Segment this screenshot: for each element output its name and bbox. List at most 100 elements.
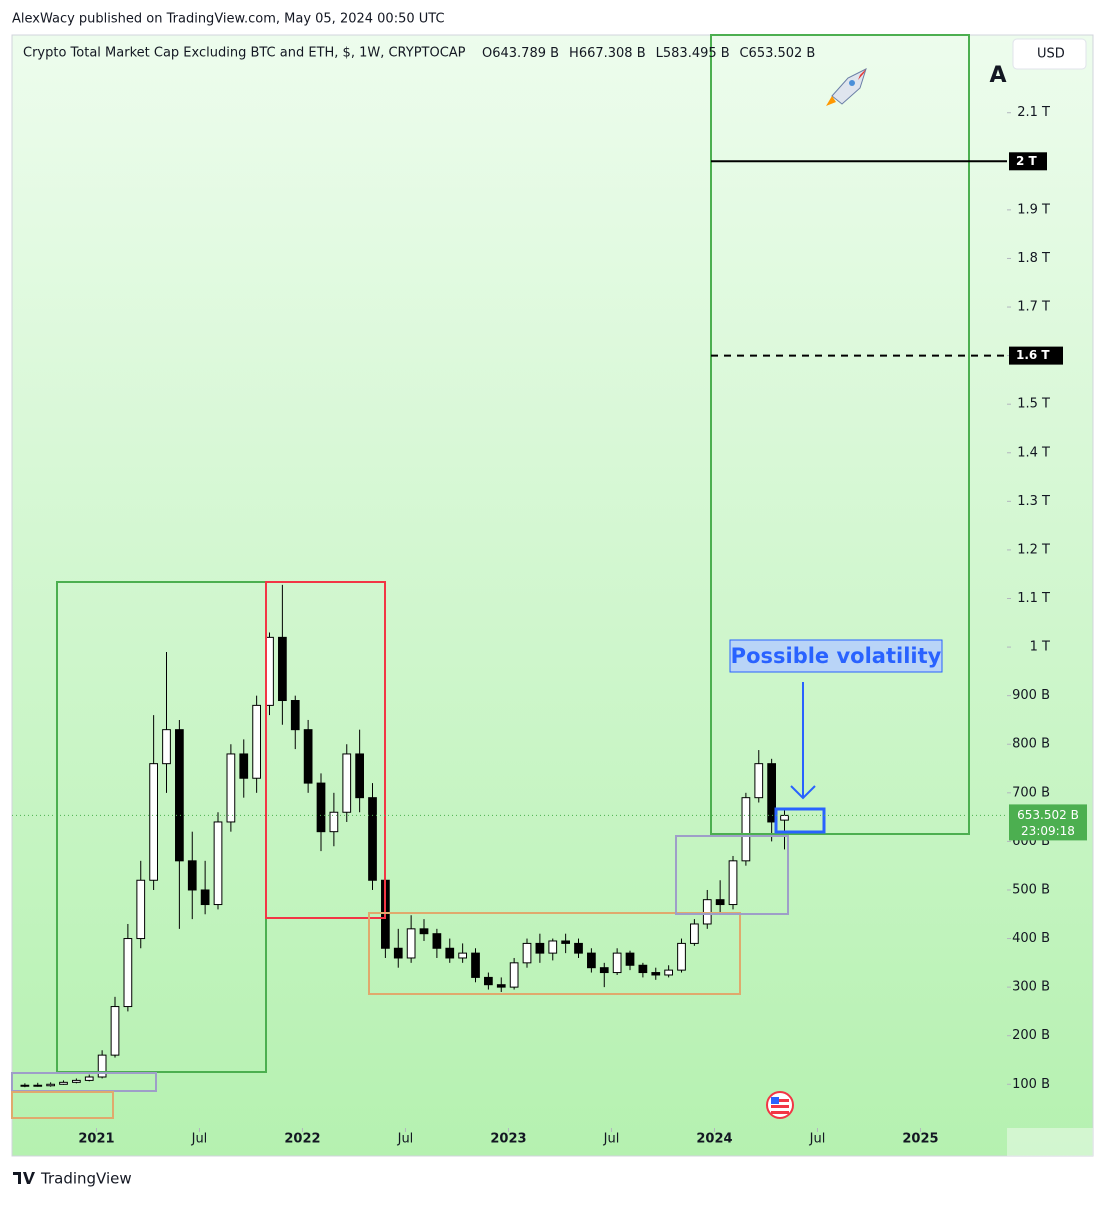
drawings <box>11 34 970 1119</box>
annotation: Possible volatility <box>731 644 942 668</box>
chart-title: Crypto Total Market Cap Excluding BTC an… <box>23 46 466 61</box>
candle-body <box>535 942 545 954</box>
candle-body <box>625 952 635 966</box>
candle-body <box>226 753 236 823</box>
currency[interactable]: USD <box>1037 47 1065 62</box>
y-tick-label: 300 B <box>1012 980 1050 995</box>
y-tick-label: 1.2 T <box>1017 542 1050 557</box>
candle-body <box>419 928 429 935</box>
candle-body <box>612 952 622 974</box>
x-tick-label: 2023 <box>490 1132 526 1147</box>
countdown: 23:09:18 <box>1021 824 1075 838</box>
candle-body <box>471 952 480 978</box>
candle-body <box>496 984 506 988</box>
candle-body <box>84 1076 94 1081</box>
box <box>675 835 789 915</box>
candle-body <box>522 942 532 964</box>
y-tick-label: 1.8 T <box>1017 251 1050 266</box>
x-tick-label: 2025 <box>902 1132 938 1147</box>
candle-body <box>316 782 326 833</box>
candle-body <box>690 923 699 944</box>
y-tick-label: 1 T <box>1030 640 1050 655</box>
candle-body <box>97 1054 107 1078</box>
candle-body <box>149 763 158 881</box>
x-tick-label: 2022 <box>284 1132 320 1147</box>
candle-body <box>303 729 313 784</box>
candle-body <box>175 729 184 862</box>
publisher: AlexWacy published on TradingView.com, M… <box>12 12 445 27</box>
last-price-label: 653.502 B <box>1017 808 1079 822</box>
ohlc-value: O643.789 B <box>482 46 559 61</box>
box <box>774 807 826 834</box>
candle-body <box>110 1006 120 1056</box>
flag-icon <box>766 1091 794 1119</box>
candle-body <box>20 1084 30 1087</box>
candle-body <box>587 952 596 969</box>
y-tick-label: 200 B <box>1012 1028 1050 1043</box>
y-tick-label: 1.5 T <box>1017 397 1050 412</box>
scale-mode[interactable]: A <box>989 63 1006 88</box>
candle-body <box>393 947 403 959</box>
ohlc-value: C653.502 B <box>739 46 815 61</box>
x-tick-label: Jul <box>603 1132 620 1147</box>
candle-body <box>200 889 210 906</box>
candle-body <box>329 811 339 833</box>
candle-body <box>239 753 249 779</box>
box <box>710 34 970 835</box>
y-tick-label: 100 B <box>1012 1077 1050 1092</box>
candle-body <box>136 879 146 940</box>
candle-body <box>187 860 197 891</box>
candle-body <box>728 860 738 906</box>
box <box>368 912 741 995</box>
y-tick-label: 2.1 T <box>1017 105 1050 120</box>
level-label: 2 T <box>1016 154 1038 168</box>
level-label: 1.6 T <box>1016 348 1050 362</box>
candle-body <box>741 797 751 862</box>
candle-body <box>664 969 674 976</box>
candle-body <box>290 700 300 731</box>
candle-body <box>355 753 364 799</box>
annotation-box <box>729 639 943 673</box>
tv-logo <box>13 1172 35 1184</box>
ohlc: O643.789 B H667.308 B L583.495 B C653.502 B <box>482 46 815 61</box>
x-tick-label: Jul <box>809 1132 826 1147</box>
candle-body <box>368 797 377 881</box>
candle-body <box>548 940 558 954</box>
ohlc-value: L583.495 B <box>656 46 730 61</box>
candle-body <box>484 976 493 986</box>
candle-body <box>702 899 712 925</box>
box <box>11 1091 114 1119</box>
x-tick-label: 2021 <box>78 1132 114 1147</box>
candle-body <box>599 967 609 974</box>
y-tick-label: 900 B <box>1012 688 1050 703</box>
candle-body <box>780 814 789 821</box>
candle-body <box>278 636 287 702</box>
candle-body <box>72 1079 81 1083</box>
candle-body <box>162 729 171 765</box>
candle-body <box>458 952 467 959</box>
candle-body <box>638 964 648 974</box>
x-tick-label: 2024 <box>696 1132 732 1147</box>
candle-body <box>213 821 223 906</box>
candle-body <box>46 1083 55 1087</box>
candle-body <box>33 1084 43 1087</box>
y-tick-label: 1.1 T <box>1017 591 1050 606</box>
level-label-box <box>1009 346 1063 365</box>
candle-body <box>252 704 261 779</box>
candle-body <box>432 933 442 949</box>
candle-body <box>715 899 725 906</box>
y-tick-label: 1.9 T <box>1017 202 1050 217</box>
candle-body <box>574 942 583 954</box>
candle-body <box>677 942 686 971</box>
candle-body <box>445 947 455 959</box>
y-tick-label: 1.4 T <box>1017 445 1050 460</box>
candle-body <box>123 938 133 1008</box>
y-tick-label: 400 B <box>1012 931 1050 946</box>
y-tick-label: 500 B <box>1012 882 1050 897</box>
currency-button[interactable] <box>1012 38 1087 70</box>
box <box>265 581 386 919</box>
y-tick-label: 1.3 T <box>1017 494 1050 509</box>
candle-body <box>767 763 777 823</box>
